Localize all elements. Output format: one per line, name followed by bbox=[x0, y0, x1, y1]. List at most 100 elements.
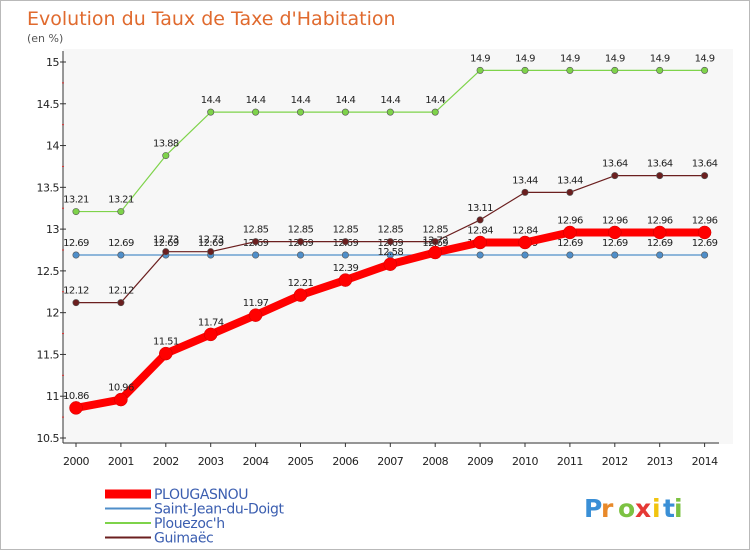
data-label: 12.69 bbox=[692, 238, 718, 249]
x-tick-label: 2008 bbox=[422, 455, 448, 468]
data-point bbox=[252, 251, 260, 259]
data-point bbox=[72, 299, 80, 307]
y-tick-label: 10.5 bbox=[37, 432, 60, 445]
data-point bbox=[117, 299, 125, 307]
data-label: 12.69 bbox=[108, 238, 134, 249]
data-label: 13.21 bbox=[63, 195, 89, 206]
data-point bbox=[608, 225, 622, 240]
data-label: 12.69 bbox=[63, 238, 89, 249]
legend-label: PLOUGASNOU bbox=[154, 487, 248, 503]
x-tick-label: 2010 bbox=[512, 455, 538, 468]
x-tick-label: 2013 bbox=[647, 455, 673, 468]
data-point bbox=[159, 346, 173, 361]
x-tick-label: 2002 bbox=[153, 455, 179, 468]
data-label: 12.96 bbox=[692, 215, 718, 226]
data-label: 12.69 bbox=[602, 238, 628, 249]
x-tick-label: 2011 bbox=[557, 455, 583, 468]
data-label: 14.9 bbox=[650, 53, 670, 64]
data-label: 12.96 bbox=[602, 215, 628, 226]
data-label: 12.73 bbox=[198, 235, 224, 246]
chart-title: Evolution du Taux de Taxe d'Habitation bbox=[27, 8, 396, 30]
data-point bbox=[293, 288, 308, 302]
data-point bbox=[338, 273, 353, 287]
y-tick-label: 11 bbox=[46, 390, 59, 403]
data-point bbox=[383, 257, 398, 271]
y-tick-label: 12 bbox=[46, 307, 59, 320]
data-label: 12.85 bbox=[288, 225, 314, 236]
data-point bbox=[386, 238, 394, 246]
data-label: 12.12 bbox=[63, 286, 89, 297]
data-label: 12.96 bbox=[557, 215, 583, 226]
data-point bbox=[521, 251, 529, 259]
data-point bbox=[296, 238, 304, 246]
data-label: 12.85 bbox=[243, 225, 269, 236]
y-tick-label: 13 bbox=[46, 223, 59, 236]
data-label: 12.73 bbox=[153, 235, 179, 246]
data-point bbox=[117, 208, 125, 216]
data-point bbox=[476, 66, 484, 74]
data-point bbox=[566, 66, 574, 74]
data-label: 12.58 bbox=[377, 247, 403, 258]
data-point bbox=[203, 327, 218, 342]
data-label: 14.4 bbox=[380, 95, 400, 106]
data-point bbox=[248, 308, 263, 322]
data-point bbox=[476, 251, 484, 259]
data-point bbox=[656, 251, 664, 259]
chart-subtitle: (en %) bbox=[27, 32, 63, 45]
data-label: 14.4 bbox=[246, 95, 266, 106]
data-label: 13.64 bbox=[647, 159, 673, 170]
data-point bbox=[386, 108, 394, 116]
data-point bbox=[701, 66, 709, 74]
data-label: 12.69 bbox=[198, 238, 224, 249]
data-label: 11.51 bbox=[153, 337, 179, 348]
data-label: 14.9 bbox=[560, 53, 580, 64]
y-tick-label: 15 bbox=[46, 56, 59, 69]
plot-background bbox=[63, 49, 733, 444]
data-point bbox=[207, 248, 215, 256]
data-point bbox=[252, 238, 260, 246]
data-label: 14.4 bbox=[201, 95, 221, 106]
logo-letter: t bbox=[663, 494, 675, 523]
data-point bbox=[428, 245, 442, 260]
data-label: 12.84 bbox=[467, 225, 493, 236]
data-point bbox=[341, 108, 349, 116]
logo-letter: o bbox=[618, 494, 635, 523]
data-point bbox=[652, 225, 667, 240]
data-point bbox=[476, 216, 484, 224]
series-plouezoc-h: 13.21 13.21 13.88 14.4 14.4 14.4 14.4 14.4 14.4 1… bbox=[63, 53, 715, 216]
y-tick-label: 11.5 bbox=[37, 348, 60, 361]
data-label: 14.9 bbox=[470, 53, 490, 64]
x-tick-label: 2005 bbox=[288, 455, 314, 468]
series-guima-c: 12.12 12.12 12.73 12.73 12.85 12.85 12.85 12.85… bbox=[63, 159, 718, 307]
y-tick-label: 13.5 bbox=[37, 181, 60, 194]
data-point bbox=[563, 225, 577, 240]
logo-letter: i bbox=[652, 494, 661, 523]
data-point bbox=[72, 208, 80, 216]
data-label: 10.86 bbox=[63, 391, 89, 402]
x-tick-label: 2007 bbox=[377, 455, 403, 468]
data-point bbox=[114, 392, 128, 407]
logo-letter: P bbox=[584, 494, 602, 523]
data-point bbox=[162, 248, 170, 256]
data-point bbox=[341, 251, 349, 259]
data-label: 12.85 bbox=[422, 225, 448, 236]
data-label: 13.64 bbox=[602, 159, 628, 170]
data-label: 12.69 bbox=[153, 238, 179, 249]
data-point bbox=[252, 108, 260, 116]
y-tick-label: 14.5 bbox=[37, 98, 60, 111]
data-label: 14.9 bbox=[605, 53, 625, 64]
data-point bbox=[431, 108, 439, 116]
data-label: 13.88 bbox=[153, 139, 179, 150]
data-label: 12.72 bbox=[422, 236, 448, 247]
logo-letter: x bbox=[635, 494, 651, 523]
data-label: 12.96 bbox=[647, 215, 673, 226]
data-point bbox=[701, 172, 709, 180]
data-point bbox=[296, 108, 304, 116]
x-tick-label: 2000 bbox=[63, 455, 89, 468]
data-label: 12.12 bbox=[108, 286, 134, 297]
legend-label: Plouezoc'h bbox=[154, 516, 225, 532]
data-point bbox=[296, 251, 304, 259]
data-point bbox=[656, 66, 664, 74]
proxiti-logo: Pr o x i t i bbox=[584, 494, 683, 523]
